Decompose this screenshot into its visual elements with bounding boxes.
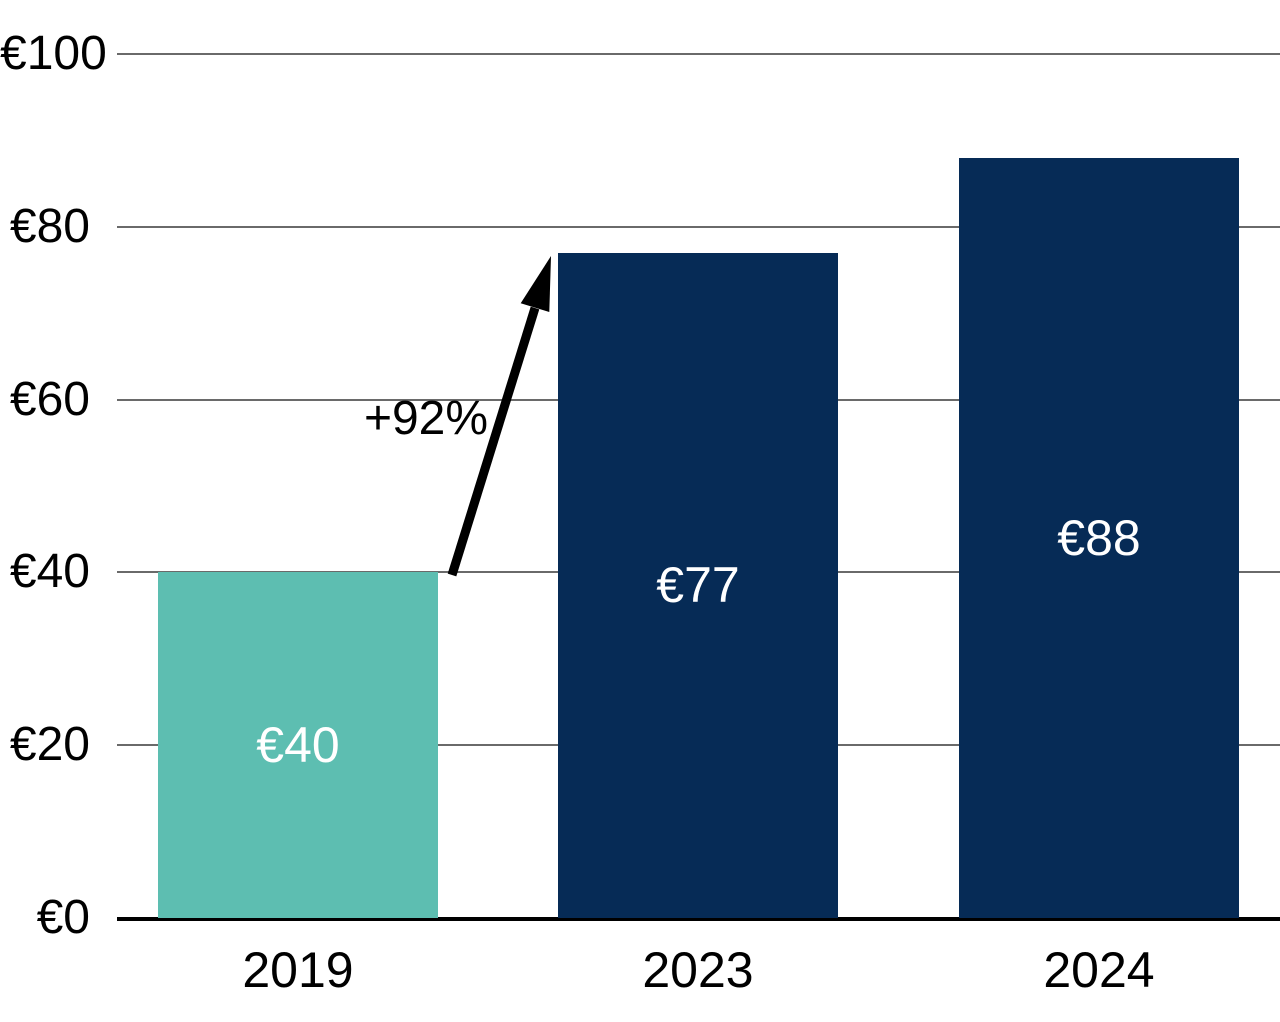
gridline-80 — [117, 225, 1280, 228]
x-tick-label-2019: 2019 — [242, 942, 354, 998]
bar-2019: €40 — [158, 572, 438, 918]
bar-2024-value-label: €88 — [1057, 509, 1141, 566]
y-tick-label-0: €0 — [36, 891, 90, 944]
y-tick-label-40: €40 — [9, 545, 90, 599]
y-tick-label-100: €100 — [0, 27, 107, 80]
x-axis-line — [117, 917, 1280, 921]
bar-2023-value-label: €77 — [656, 557, 740, 614]
y-tick-label-80: €80 — [9, 199, 90, 253]
bar-2024: €88 — [959, 157, 1239, 918]
gridline-100 — [117, 53, 1280, 55]
x-tick-label-2023: 2023 — [642, 942, 754, 998]
y-tick-label-20: €20 — [9, 718, 90, 772]
x-tick-label-2024: 2024 — [1043, 942, 1155, 998]
bar-2019-value-label: €40 — [256, 717, 340, 774]
growth-annotation: +92% — [363, 392, 489, 445]
growth-arrow-head — [520, 256, 551, 312]
bar-2023: €77 — [558, 252, 838, 918]
y-tick-label-60: €60 — [9, 372, 90, 426]
